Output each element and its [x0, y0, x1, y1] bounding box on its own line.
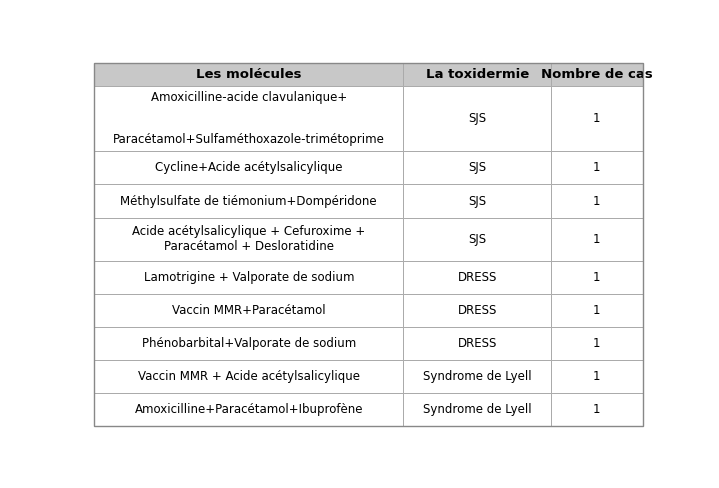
- Text: Nombre de cas: Nombre de cas: [541, 68, 653, 81]
- Bar: [551, 63, 643, 86]
- Bar: [94, 261, 403, 294]
- Text: 1: 1: [593, 233, 600, 245]
- Text: Vaccin MMR+Paracétamol: Vaccin MMR+Paracétamol: [172, 304, 326, 317]
- Text: Syndrome de Lyell: Syndrome de Lyell: [423, 370, 531, 383]
- Bar: [551, 294, 643, 327]
- Bar: [403, 218, 551, 261]
- Text: SJS: SJS: [468, 162, 486, 174]
- Bar: [551, 393, 643, 426]
- Text: SJS: SJS: [468, 233, 486, 245]
- Bar: [403, 360, 551, 393]
- Bar: [94, 218, 403, 261]
- Text: SJS: SJS: [468, 112, 486, 125]
- Bar: [551, 151, 643, 184]
- Text: 1: 1: [593, 162, 600, 174]
- Bar: [403, 393, 551, 426]
- Bar: [403, 294, 551, 327]
- Text: Méthylsulfate de tiémonium+Dompéridone: Méthylsulfate de tiémonium+Dompéridone: [121, 195, 377, 207]
- Bar: [551, 218, 643, 261]
- Bar: [94, 360, 403, 393]
- Text: 1: 1: [593, 403, 600, 416]
- Bar: [551, 360, 643, 393]
- Text: 1: 1: [593, 112, 600, 125]
- Text: DRESS: DRESS: [457, 271, 497, 284]
- Bar: [403, 86, 551, 151]
- Text: 1: 1: [593, 271, 600, 284]
- Text: SJS: SJS: [468, 195, 486, 207]
- Bar: [551, 184, 643, 218]
- Bar: [94, 393, 403, 426]
- Text: Amoxicilline+Paracétamol+Ibuprofène: Amoxicilline+Paracétamol+Ibuprofène: [134, 403, 363, 416]
- Text: 1: 1: [593, 304, 600, 317]
- Bar: [551, 261, 643, 294]
- Text: Cycline+Acide acétylsalicylique: Cycline+Acide acétylsalicylique: [155, 162, 342, 174]
- Text: 1: 1: [593, 337, 600, 350]
- Text: Amoxicilline-acide clavulanique+

Paracétamol+Sulfaméthoxazole-trimétoprime: Amoxicilline-acide clavulanique+ Paracét…: [113, 91, 385, 146]
- Text: Lamotrigine + Valporate de sodium: Lamotrigine + Valporate de sodium: [144, 271, 354, 284]
- Bar: [403, 327, 551, 360]
- Bar: [94, 63, 403, 86]
- Bar: [94, 294, 403, 327]
- Bar: [94, 184, 403, 218]
- Bar: [94, 327, 403, 360]
- Bar: [403, 184, 551, 218]
- Bar: [403, 63, 551, 86]
- Text: DRESS: DRESS: [457, 337, 497, 350]
- Bar: [94, 151, 403, 184]
- Bar: [551, 86, 643, 151]
- Text: Les molécules: Les molécules: [196, 68, 301, 81]
- Bar: [551, 327, 643, 360]
- Bar: [94, 86, 403, 151]
- Bar: [403, 261, 551, 294]
- Text: 1: 1: [593, 370, 600, 383]
- Text: Phénobarbital+Valporate de sodium: Phénobarbital+Valporate de sodium: [142, 337, 356, 350]
- Bar: [403, 151, 551, 184]
- Text: Acide acétylsalicylique + Cefuroxime +
Paracétamol + Desloratidine: Acide acétylsalicylique + Cefuroxime + P…: [132, 225, 365, 253]
- Text: DRESS: DRESS: [457, 304, 497, 317]
- Text: Vaccin MMR + Acide acétylsalicylique: Vaccin MMR + Acide acétylsalicylique: [138, 370, 360, 383]
- Text: 1: 1: [593, 195, 600, 207]
- Text: La toxidermie: La toxidermie: [426, 68, 529, 81]
- Text: Syndrome de Lyell: Syndrome de Lyell: [423, 403, 531, 416]
